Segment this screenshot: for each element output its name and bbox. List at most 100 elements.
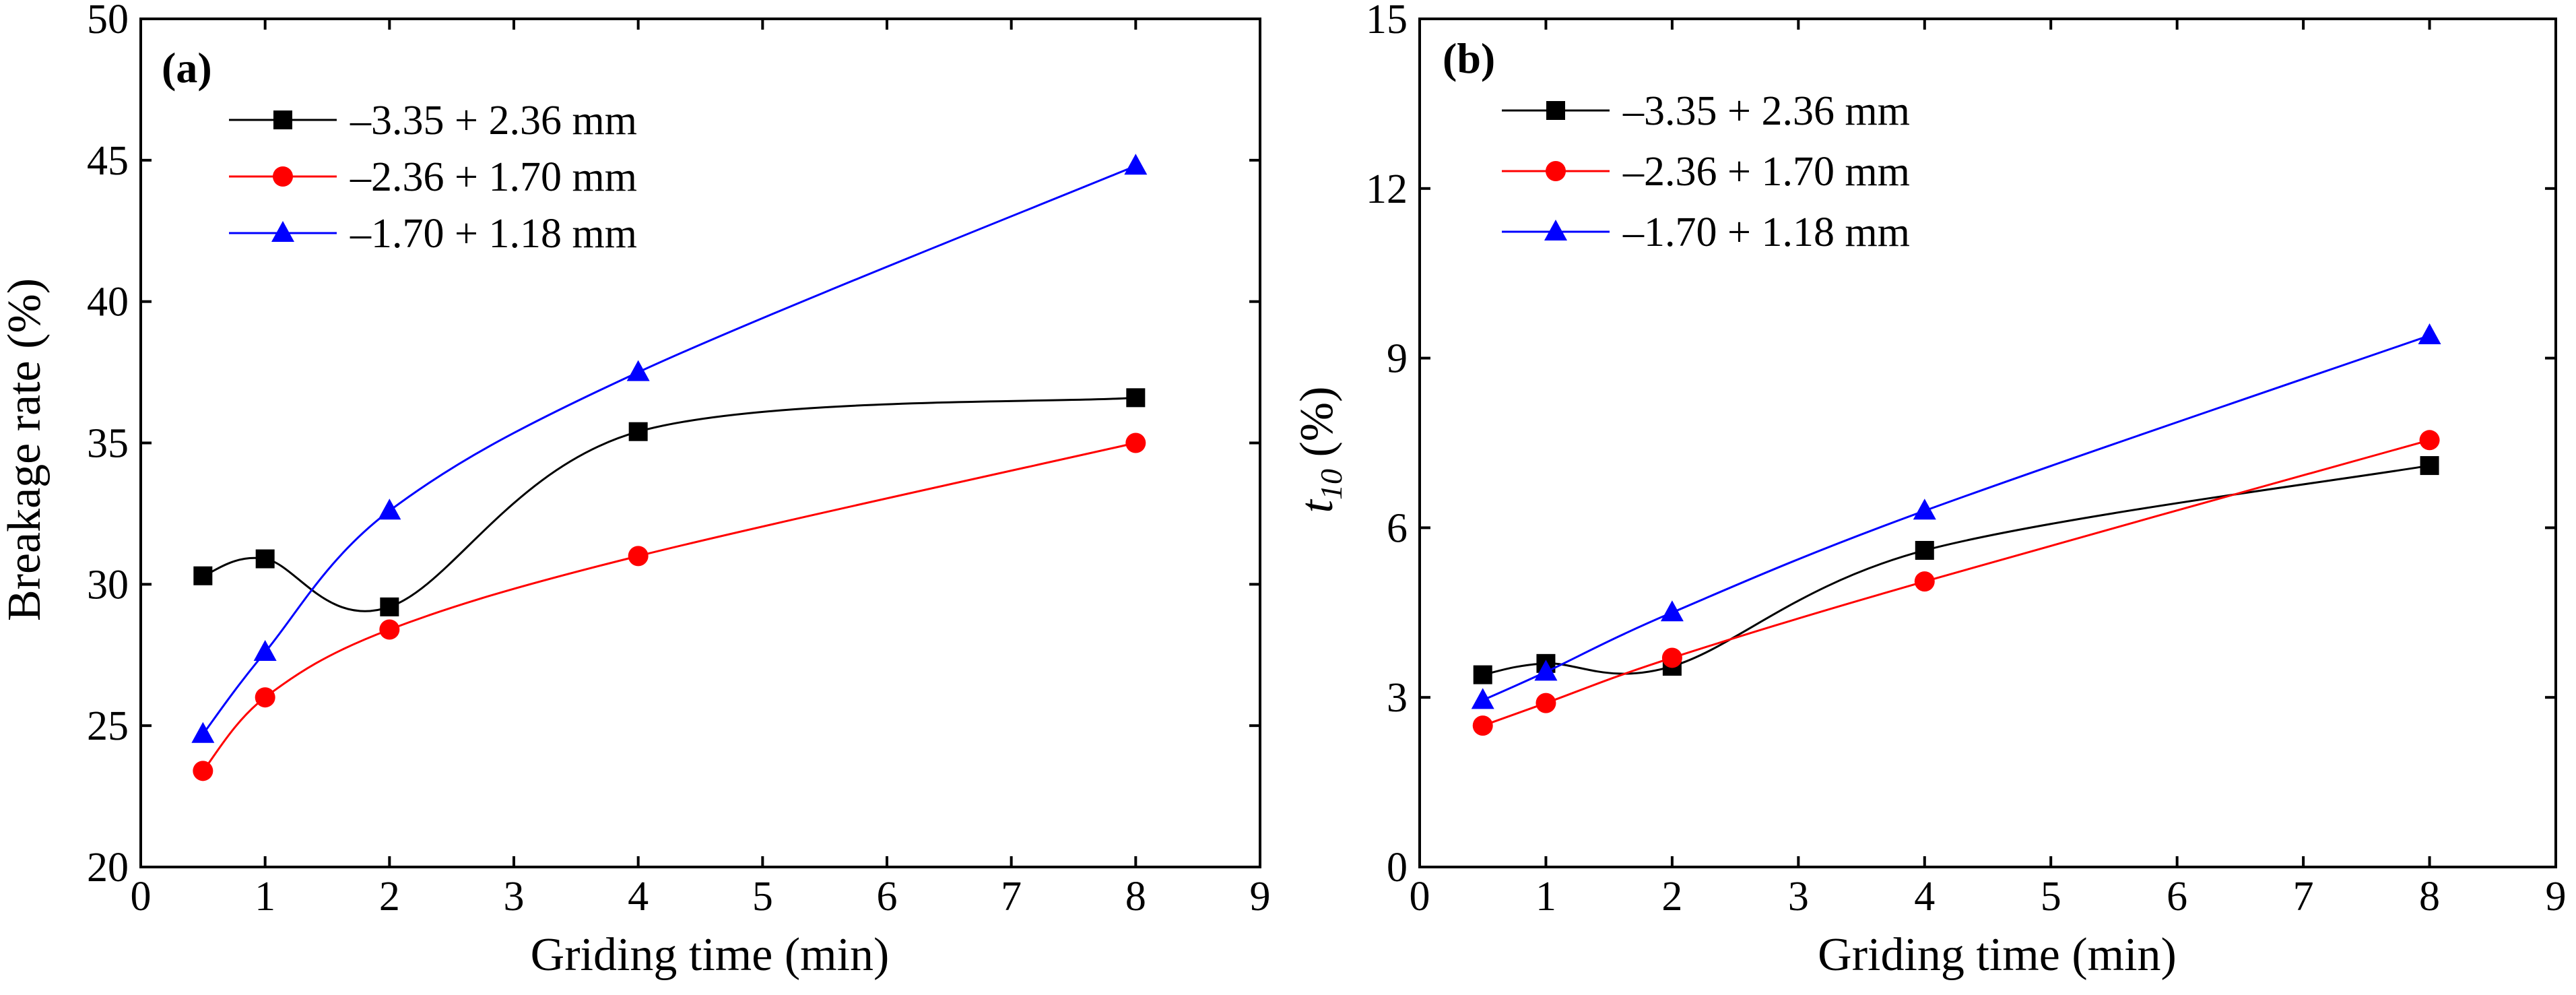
x-tick-label: 7 xyxy=(1001,874,1022,920)
data-point xyxy=(379,619,400,640)
x-tick-label: 9 xyxy=(1250,874,1271,920)
legend-marker xyxy=(273,110,292,129)
x-tick-label: 4 xyxy=(628,874,649,920)
x-tick-label: 4 xyxy=(1914,874,1935,920)
legend-label: –3.35 + 2.36 mm xyxy=(1622,88,1910,134)
legend-entry: –3.35 + 2.36 mm xyxy=(229,98,637,143)
x-tick-label: 7 xyxy=(2293,874,2314,920)
data-point xyxy=(255,687,275,708)
x-tick-label: 1 xyxy=(255,874,275,920)
data-point xyxy=(1534,660,1558,681)
y-tick-label: 12 xyxy=(1366,166,1408,212)
data-point xyxy=(1473,665,1492,684)
x-tick-label: 6 xyxy=(877,874,898,920)
x-tick-label: 2 xyxy=(1661,874,1682,920)
data-point xyxy=(1913,499,1936,520)
plot-frame xyxy=(139,18,1261,868)
legend-entry: –3.35 + 2.36 mm xyxy=(1502,88,1910,134)
data-point xyxy=(1535,693,1556,713)
x-tick-label: 3 xyxy=(1788,874,1809,920)
legend-label: –3.35 + 2.36 mm xyxy=(350,98,637,143)
legend-label: –1.70 + 1.18 mm xyxy=(350,211,637,257)
y-tick-label: 45 xyxy=(87,138,129,184)
y-tick-label: 35 xyxy=(87,421,129,467)
x-tick-label: 5 xyxy=(752,874,773,920)
data-point xyxy=(193,566,213,585)
legend-marker xyxy=(271,221,294,242)
series-square xyxy=(193,388,1146,616)
data-point xyxy=(1471,688,1494,709)
legend-marker xyxy=(1546,101,1565,120)
legend-label: –2.36 + 1.70 mm xyxy=(350,154,637,200)
data-point xyxy=(2418,323,2441,345)
panel-label: (b) xyxy=(1443,34,1495,82)
legend-label: –2.36 + 1.70 mm xyxy=(1622,149,1910,195)
series-line xyxy=(1482,464,2430,676)
data-point xyxy=(380,597,399,616)
panel-label: (a) xyxy=(162,44,212,92)
y-tick-label: 50 xyxy=(87,0,129,42)
data-point xyxy=(1915,540,1934,560)
plot-frame xyxy=(1418,18,2557,868)
data-point xyxy=(626,360,650,381)
legend-marker xyxy=(273,166,293,187)
data-point xyxy=(1661,647,1682,668)
legend-marker xyxy=(1544,220,1567,240)
x-tick-label: 6 xyxy=(2167,874,2187,920)
legend-entry: –2.36 + 1.70 mm xyxy=(1502,149,1910,195)
data-point xyxy=(1914,571,1935,592)
legend-marker xyxy=(1546,161,1566,181)
y-tick-label: 6 xyxy=(1387,505,1408,551)
x-tick-label: 0 xyxy=(131,874,152,920)
series-triangle xyxy=(1471,323,2441,709)
series-line xyxy=(1482,334,2431,701)
legend-entry: –2.36 + 1.70 mm xyxy=(229,154,637,200)
x-tick-label: 0 xyxy=(1410,874,1430,920)
legend-entry: –1.70 + 1.18 mm xyxy=(1502,210,1910,255)
data-point xyxy=(1472,715,1493,736)
y-tick-label: 20 xyxy=(87,845,129,891)
x-axis-title: Griding time (min) xyxy=(1818,929,2177,981)
legend-entry: –1.70 + 1.18 mm xyxy=(229,211,637,257)
y-tick-label: 40 xyxy=(87,280,129,325)
series-square xyxy=(1473,456,2439,684)
x-tick-label: 9 xyxy=(2546,874,2567,920)
series-circle xyxy=(1472,430,2440,736)
data-point xyxy=(1660,600,1684,622)
series-triangle xyxy=(191,154,1148,743)
y-tick-label: 3 xyxy=(1387,675,1408,721)
series-line xyxy=(202,396,1136,612)
y-axis-title: Breakage rate (%) xyxy=(0,278,51,621)
data-point xyxy=(1124,154,1148,175)
x-tick-label: 8 xyxy=(2419,874,2440,920)
series-circle xyxy=(193,432,1146,781)
data-point xyxy=(378,499,401,520)
series-line xyxy=(1482,439,2430,727)
x-tick-label: 8 xyxy=(1125,874,1146,920)
legend-label: –1.70 + 1.18 mm xyxy=(1622,210,1910,255)
data-point xyxy=(2419,430,2440,451)
y-tick-label: 30 xyxy=(87,562,129,608)
data-point xyxy=(253,640,277,662)
data-point xyxy=(628,546,649,567)
y-tick-label: 15 xyxy=(1366,0,1408,42)
y-tick-label: 0 xyxy=(1387,845,1408,891)
y-axis-title: t10 (%) xyxy=(1291,387,1348,513)
data-point xyxy=(255,549,275,569)
data-point xyxy=(628,422,648,441)
data-point xyxy=(191,721,215,743)
data-point xyxy=(1126,388,1146,408)
x-tick-label: 5 xyxy=(2041,874,2061,920)
y-tick-label: 9 xyxy=(1387,336,1408,382)
y-tick-label: 25 xyxy=(87,703,129,749)
x-tick-label: 3 xyxy=(504,874,525,920)
data-point xyxy=(193,761,213,781)
x-tick-label: 1 xyxy=(1535,874,1556,920)
x-tick-label: 2 xyxy=(379,874,400,920)
x-axis-title: Griding time (min) xyxy=(531,929,890,981)
data-point xyxy=(2420,456,2439,476)
data-point xyxy=(1125,432,1146,453)
